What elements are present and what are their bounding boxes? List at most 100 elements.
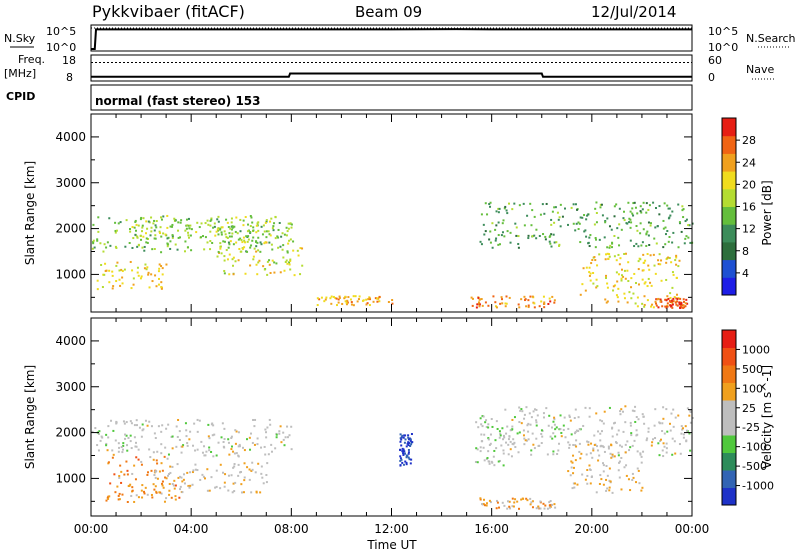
range-gate-cell xyxy=(282,431,285,434)
range-gate-cell xyxy=(335,297,338,300)
range-gate-cell xyxy=(658,213,661,216)
range-gate-cell xyxy=(637,469,640,472)
range-gate-cell xyxy=(649,281,652,284)
range-gate-cell xyxy=(231,491,234,494)
range-gate-cell xyxy=(666,295,669,298)
range-gate-cell xyxy=(203,477,206,480)
range-gate-cell xyxy=(477,297,480,300)
range-gate-cell xyxy=(242,446,245,449)
time-x-axis: 00:00 04:00 08:00 12:00 16:00 20:00 00:00 xyxy=(74,114,709,536)
colorbar-swatch xyxy=(722,259,736,278)
range-gate-cell xyxy=(641,208,644,211)
range-gate-cell xyxy=(610,444,613,447)
range-gate-cell xyxy=(143,492,146,495)
range-gate-cell xyxy=(669,304,672,307)
range-gate-cell xyxy=(646,285,649,288)
range-gate-cell xyxy=(553,416,556,419)
range-gate-cell xyxy=(676,300,679,303)
range-gate-cell xyxy=(608,255,611,258)
range-gate-cell xyxy=(578,450,581,453)
range-gate-cell xyxy=(548,297,551,300)
range-gate-cell xyxy=(227,489,230,492)
range-gate-cell xyxy=(103,273,106,276)
colorbar-tick-label: 4 xyxy=(742,267,749,280)
range-gate-cell xyxy=(484,301,487,304)
range-gate-cell xyxy=(149,456,152,459)
range-gate-cell xyxy=(671,453,674,456)
range-gate-cell xyxy=(329,297,332,300)
range-gate-cell xyxy=(391,299,394,302)
range-gate-cell xyxy=(179,236,182,239)
range-gate-cell xyxy=(358,295,361,298)
colorbar-swatch xyxy=(722,277,736,296)
range-gate-cell xyxy=(176,463,179,466)
range-gate-cell xyxy=(245,235,248,238)
range-gate-cell xyxy=(190,228,193,231)
range-gate-cell xyxy=(492,295,495,298)
range-gate-cell xyxy=(228,453,231,456)
colorbar-tick-label: 24 xyxy=(742,156,756,169)
range-gate-cell xyxy=(179,485,182,488)
range-gate-cell xyxy=(134,478,137,481)
range-gate-cell xyxy=(135,419,138,422)
range-gate-cell xyxy=(154,485,157,488)
range-gate-cell xyxy=(288,261,291,264)
range-gate-cell xyxy=(171,435,174,438)
nsky-line xyxy=(91,28,692,50)
range-gate-cell xyxy=(278,432,281,435)
range-gate-cell xyxy=(614,284,617,287)
range-gate-cell xyxy=(601,214,604,217)
range-gate-cell xyxy=(158,263,161,266)
range-gate-cell xyxy=(196,418,199,421)
range-gate-cell xyxy=(150,216,153,219)
range-gate-cell xyxy=(214,234,217,237)
range-gate-cell xyxy=(671,303,674,306)
freq-left-tick-high: 18 xyxy=(62,54,76,67)
range-gate-cell xyxy=(485,502,488,505)
range-gate-cell xyxy=(154,237,157,240)
range-gate-cell xyxy=(96,444,99,447)
range-gate-cell xyxy=(679,452,682,455)
range-gate-cell xyxy=(641,486,644,489)
range-gate-cell xyxy=(169,465,172,468)
range-gate-cell xyxy=(605,253,608,256)
range-gate-cell xyxy=(629,446,632,449)
range-gate-cell xyxy=(632,292,635,295)
range-gate-cell xyxy=(187,484,190,487)
range-gate-cell xyxy=(159,232,162,235)
range-gate-cell xyxy=(592,449,595,452)
range-gate-cell xyxy=(477,301,480,304)
range-gate-cell xyxy=(626,269,629,272)
range-gate-cell xyxy=(593,256,596,259)
range-gate-cell xyxy=(242,236,245,239)
range-gate-cell xyxy=(474,460,477,463)
range-gate-cell xyxy=(410,433,413,436)
range-gate-cell xyxy=(217,227,220,230)
range-gate-cell xyxy=(233,465,236,468)
range-gate-cell xyxy=(651,438,654,441)
range-gate-cell xyxy=(301,247,304,250)
range-gate-cell xyxy=(678,303,681,306)
range-gate-cell xyxy=(207,223,210,226)
range-gate-cell xyxy=(664,226,667,229)
range-gate-cell xyxy=(237,238,240,241)
range-gate-cell xyxy=(602,470,605,473)
range-gate-cell xyxy=(520,422,523,425)
range-gate-cell xyxy=(264,221,267,224)
range-gate-cell xyxy=(118,474,121,477)
range-gate-cell xyxy=(219,228,222,231)
range-gate-cell xyxy=(613,215,616,218)
range-gate-cell xyxy=(508,202,511,205)
range-gate-cell xyxy=(603,450,606,453)
range-gate-cell xyxy=(607,257,610,260)
range-gate-cell xyxy=(687,236,690,239)
range-gate-cell xyxy=(126,501,129,504)
range-gate-cell xyxy=(677,414,680,417)
range-gate-cell xyxy=(135,223,138,226)
range-gate-cell xyxy=(588,274,591,277)
range-gate-cell xyxy=(643,422,646,425)
range-gate-cell xyxy=(268,233,271,236)
range-gate-cell xyxy=(318,298,321,301)
range-gate-cell xyxy=(263,268,266,271)
range-gate-cell xyxy=(684,425,687,428)
